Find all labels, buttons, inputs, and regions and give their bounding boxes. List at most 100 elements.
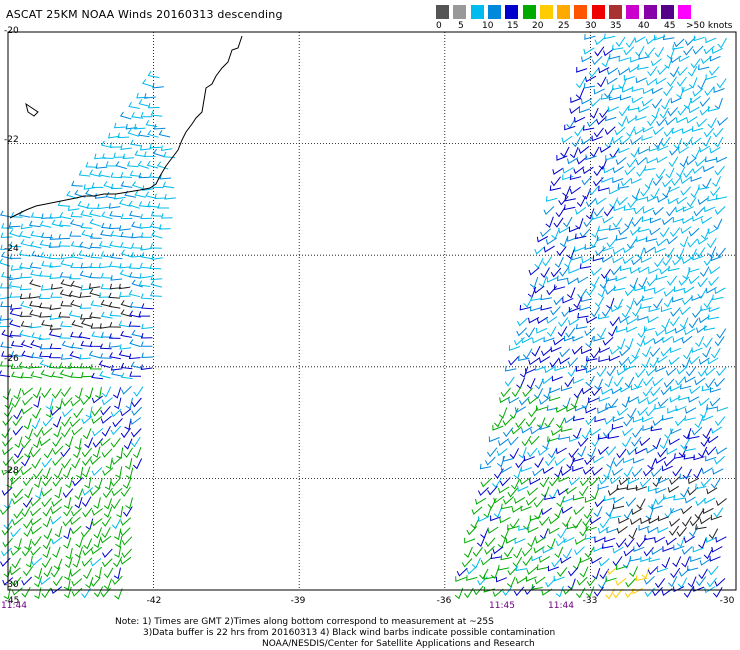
- wind-barb: [692, 165, 704, 174]
- wind-barb: [567, 357, 579, 367]
- wind-barb: [548, 527, 560, 535]
- wind-barb: [585, 407, 597, 414]
- wind-barb: [618, 315, 630, 324]
- wind-barb: [615, 538, 627, 548]
- legend-tick-label: 45: [664, 21, 676, 31]
- wind-barb: [590, 348, 601, 359]
- wind-barb: [665, 167, 675, 179]
- wind-barb: [644, 587, 656, 598]
- wind-barb: [90, 252, 103, 259]
- wind-barb: [24, 538, 32, 551]
- wind-barb: [101, 211, 113, 220]
- wind-barb: [582, 188, 591, 200]
- wind-barb: [663, 378, 675, 388]
- wind-barb: [564, 195, 576, 202]
- wind-barb: [81, 229, 93, 238]
- wind-barb: [74, 546, 83, 559]
- wind-barb: [622, 427, 634, 437]
- wind-barb: [72, 477, 83, 487]
- wind-barb: [696, 325, 708, 334]
- wind-barb: [674, 327, 686, 334]
- wind-barb: [29, 279, 41, 288]
- wind-barb: [687, 487, 699, 496]
- wind-barb: [697, 366, 709, 377]
- wind-barb: [553, 217, 564, 228]
- wind-barb: [548, 516, 560, 525]
- wind-barb: [41, 260, 54, 267]
- wind-barb: [582, 466, 594, 475]
- time-label-right: 11:44: [548, 601, 574, 611]
- wind-barb: [639, 303, 652, 310]
- wind-barb: [108, 223, 121, 230]
- wind-barb: [90, 456, 101, 465]
- wind-barb: [49, 262, 62, 268]
- wind-barb: [10, 304, 22, 310]
- wind-barb: [573, 387, 584, 399]
- wind-barb: [74, 387, 83, 400]
- wind-barb: [646, 277, 658, 287]
- wind-barb: [64, 556, 73, 569]
- wind-barb: [11, 396, 21, 408]
- wind-barb: [707, 435, 719, 444]
- wind-barb: [119, 242, 132, 249]
- wind-barb: [714, 165, 725, 176]
- wind-barb: [619, 265, 632, 272]
- wind-barb: [561, 135, 573, 144]
- wind-barb: [91, 518, 103, 527]
- wind-barb: [672, 466, 683, 477]
- wind-barb: [41, 213, 53, 219]
- wind-barb: [585, 415, 596, 426]
- wind-barb: [600, 94, 613, 100]
- wind-barb: [673, 453, 686, 459]
- wind-barb: [705, 446, 717, 456]
- wind-barb: [128, 101, 140, 109]
- wind-barb: [636, 166, 647, 178]
- wind-barb: [22, 396, 33, 406]
- wind-barb: [708, 306, 720, 313]
- wind-barb: [545, 216, 554, 228]
- wind-barb: [699, 266, 710, 278]
- wind-barb: [59, 369, 72, 378]
- wind-barb: [566, 247, 576, 260]
- wind-barb: [636, 498, 646, 510]
- wind-barb: [612, 588, 623, 599]
- wind-barb: [31, 536, 42, 547]
- wind-barb: [52, 445, 64, 456]
- wind-barb: [572, 494, 585, 501]
- wind-barb: [611, 387, 623, 395]
- wind-barb: [18, 361, 31, 369]
- wind-barb: [554, 546, 564, 559]
- wind-barb: [139, 144, 152, 151]
- wind-barb: [74, 438, 82, 450]
- wind-barb: [497, 537, 507, 549]
- wind-barb: [79, 303, 92, 309]
- wind-barb: [147, 129, 159, 138]
- wind-barb: [80, 395, 92, 406]
- wind-barb: [696, 118, 708, 128]
- wind-barb: [578, 485, 589, 497]
- wind-barb: [136, 92, 148, 99]
- wind-barb: [625, 37, 636, 48]
- wind-barb: [494, 468, 504, 479]
- wind-barb: [89, 233, 102, 239]
- wind-barb: [28, 220, 41, 228]
- wind-barb: [618, 115, 628, 127]
- wind-barb: [707, 227, 719, 235]
- wind-barb: [150, 274, 163, 281]
- wind-barb: [550, 346, 562, 353]
- wind-barb: [110, 364, 123, 371]
- wind-barb: [147, 201, 159, 208]
- wind-barb: [74, 488, 84, 500]
- wind-barb: [714, 287, 726, 295]
- wind-barb: [507, 487, 518, 498]
- wind-barb: [688, 266, 700, 273]
- wind-barb: [77, 200, 90, 209]
- wind-barb: [117, 132, 130, 139]
- wind-barb: [660, 306, 673, 313]
- wind-barb: [669, 476, 681, 485]
- wind-barb: [12, 466, 23, 476]
- wind-barb: [60, 259, 73, 267]
- wind-barb: [520, 505, 532, 512]
- wind-barb: [660, 136, 671, 147]
- wind-barb: [637, 407, 648, 416]
